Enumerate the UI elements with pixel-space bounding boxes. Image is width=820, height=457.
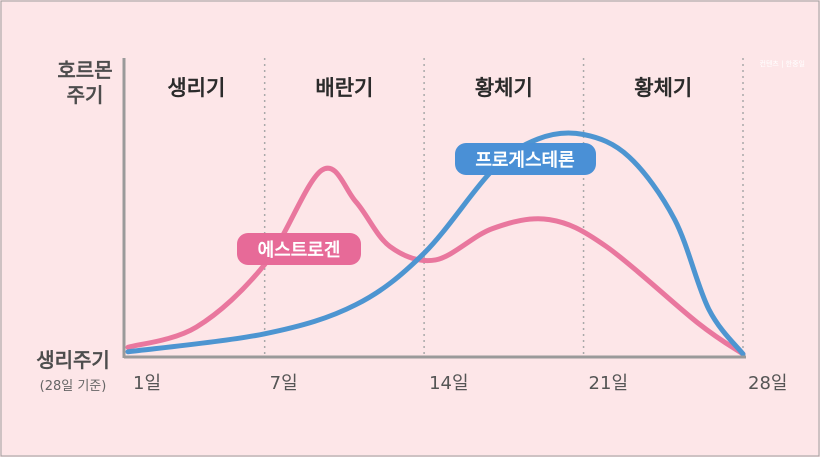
estrogen-label: 에스트로겐 — [258, 240, 341, 261]
phase-label: 생리기 — [167, 76, 225, 100]
phase-label: 배란기 — [315, 76, 373, 100]
estrogen-curve — [125, 165, 746, 357]
x-axis-label: 생리주기 — [36, 348, 110, 372]
x-tick-label: 7일 — [270, 373, 298, 394]
phase-label: 황체기 — [475, 76, 533, 100]
x-tick-label: 28일 — [748, 373, 787, 394]
y-axis-label-line: 주기 — [67, 83, 104, 107]
phase-labels: 생리기 배란기 황체기 황체기 — [167, 76, 692, 100]
progesterone-curve — [125, 130, 746, 357]
phase-divider-lines — [263, 58, 744, 358]
y-axis-label: 호르몬 주기 — [57, 58, 112, 107]
watermark: 컨텐츠 | 한중일 — [760, 59, 805, 68]
estrogen-label-pill: 에스트로겐 — [237, 233, 361, 265]
progesterone-label: 프로게스테론 — [475, 150, 574, 171]
x-tick-label: 14일 — [429, 373, 468, 394]
x-tick-label: 1일 — [133, 373, 161, 394]
x-tick-labels: 1일 7일 14일 21일 28일 — [133, 373, 787, 394]
y-axis-label-line: 호르몬 — [57, 58, 112, 82]
progesterone-label-pill: 프로게스테론 — [455, 143, 596, 175]
x-tick-label: 21일 — [589, 373, 628, 394]
x-axis-sublabel: (28일 기준) — [40, 379, 107, 394]
phase-label: 황체기 — [634, 76, 692, 100]
